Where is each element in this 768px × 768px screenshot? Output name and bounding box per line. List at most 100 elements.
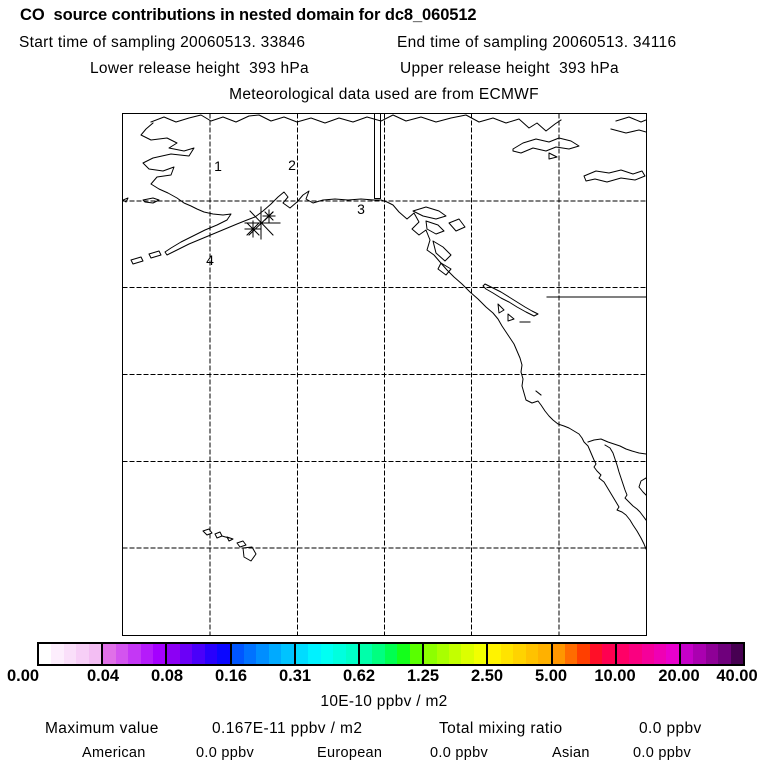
colorbar: [37, 642, 745, 666]
colorbar-cell: [525, 644, 539, 664]
colorbar-cell: [204, 644, 218, 664]
colorbar-cell: [488, 644, 501, 664]
colorbar-cell: [461, 644, 474, 664]
colorbar-tick-5.00: 5.00: [534, 667, 568, 685]
colorbar-cell: [308, 644, 321, 664]
colorbar-cell: [693, 644, 706, 664]
release-point-3: 3: [357, 201, 365, 217]
coastline-map-svg: [123, 114, 646, 635]
colorbar-cell: [538, 644, 551, 664]
colorbar-cell: [449, 644, 462, 664]
colorbar-cell: [500, 644, 514, 664]
coastline-arctic: [150, 114, 562, 132]
colorbar-segment-0.16: [231, 644, 296, 664]
colorbar-cell: [616, 644, 630, 664]
aleutian-islands: [123, 197, 162, 265]
coast-tick-columbia: [519, 321, 542, 396]
colorbar-cell: [654, 644, 667, 664]
colorbar-segment-0.00: [39, 644, 104, 664]
colorbar-cell: [39, 644, 52, 664]
colorbar-cell: [345, 644, 358, 664]
border-alaska-yukon: [374, 114, 381, 199]
contribution-region-american: American: [82, 745, 146, 761]
colorbar-cell: [473, 644, 487, 664]
colorbar-cell: [384, 644, 398, 664]
colorbar-cell: [641, 644, 654, 664]
colorbar-cell: [333, 644, 346, 664]
colorbar-cell: [256, 644, 269, 664]
colorbar-tick-0.16: 0.16: [214, 667, 248, 685]
colorbar-cell: [730, 644, 744, 664]
colorbar-tick-0.04: 0.04: [86, 667, 120, 685]
colorbar-cell: [88, 644, 102, 664]
colorbar-tick-labels: 0.00 0.04 0.08 0.16 0.31 0.62 1.25 2.50 5.00 10.0…: [7, 667, 758, 687]
map-area: 1 2 3 4: [122, 113, 647, 636]
colorbar-tick-0.31: 0.31: [278, 667, 312, 685]
contribution-value-asian: 0.0 ppbv: [633, 745, 692, 761]
met-source-text: Meteorological data used are from ECMWF: [229, 86, 539, 103]
colorbar-units-label: 10E-10 ppbv / m2: [320, 693, 448, 710]
colorbar-segment-2.50: [488, 644, 553, 664]
colorbar-cell: [513, 644, 526, 664]
maximum-value-label: Maximum value: [45, 720, 159, 737]
colorbar-cell: [552, 644, 565, 664]
maximum-value: 0.167E-11 ppbv / m2: [212, 720, 363, 737]
upper-release-height-text: Upper release height 393 hPa: [400, 60, 619, 77]
colorbar-tick-0.00: 0.00: [6, 667, 40, 685]
colorbar-cell: [295, 644, 309, 664]
release-point-1: 1: [214, 158, 222, 174]
colorbar-segment-0.08: [167, 644, 232, 664]
colorbar-cell: [115, 644, 129, 664]
coastline-gulf-north: [587, 438, 646, 455]
colorbar-cell: [192, 644, 205, 664]
colorbar-cell: [76, 644, 89, 664]
colorbar-cell: [51, 644, 64, 664]
colorbar-cell: [602, 644, 615, 664]
contribution-value-american: 0.0 ppbv: [196, 745, 255, 761]
release-point-4: 4: [206, 252, 214, 268]
figure-title: CO source contributions in nested domain…: [20, 6, 477, 24]
colorbar-cell: [680, 644, 694, 664]
colorbar-cell: [103, 644, 116, 664]
coastline-arctic-corner: [610, 116, 646, 134]
colorbar-cell: [629, 644, 642, 664]
colorbar-cell: [372, 644, 385, 664]
colorbar-segment-0.62: [359, 644, 425, 664]
colorbar-cell: [63, 644, 77, 664]
release-point-2: 2: [288, 157, 296, 173]
colorbar-cell: [231, 644, 244, 664]
colorbar-cell: [589, 644, 603, 664]
colorbar-tick-10.00: 10.00: [594, 667, 636, 685]
colorbar-cell: [397, 644, 410, 664]
colorbar-tick-0.08: 0.08: [150, 667, 184, 685]
colorbar-segment-20.00: [680, 644, 744, 664]
colorbar-cell: [268, 644, 282, 664]
colorbar-cell: [666, 644, 679, 664]
colorbar-segment-5.00: [552, 644, 617, 664]
colorbar-cell: [281, 644, 294, 664]
colorbar-cell: [179, 644, 193, 664]
lower-release-height-text: Lower release height 393 hPa: [90, 60, 309, 77]
coastline-mexico-mainland: [638, 477, 646, 496]
alexander-archipelago: [412, 206, 466, 276]
colorbar-cell: [244, 644, 257, 664]
vancouver-island: [482, 283, 539, 322]
colorbar-segment-1.25: [424, 644, 489, 664]
arctic-islands: [512, 137, 646, 183]
colorbar-segment-10.00: [616, 644, 681, 664]
contribution-region-european: European: [317, 745, 383, 761]
colorbar-tick-20.00: 20.00: [658, 667, 700, 685]
graticule: [123, 114, 646, 635]
colorbar-tick-1.25: 1.25: [406, 667, 440, 685]
total-mixing-ratio-value: 0.0 ppbv: [639, 720, 702, 737]
colorbar-cell: [424, 644, 437, 664]
sampling-location-marker: [244, 206, 281, 240]
colorbar-tick-2.50: 2.50: [470, 667, 504, 685]
colorbar-cell: [320, 644, 334, 664]
colorbar-cell: [152, 644, 166, 664]
colorbar-cell: [564, 644, 578, 664]
total-mixing-ratio-label: Total mixing ratio: [439, 720, 563, 737]
colorbar-cell: [359, 644, 373, 664]
colorbar-cell: [705, 644, 719, 664]
